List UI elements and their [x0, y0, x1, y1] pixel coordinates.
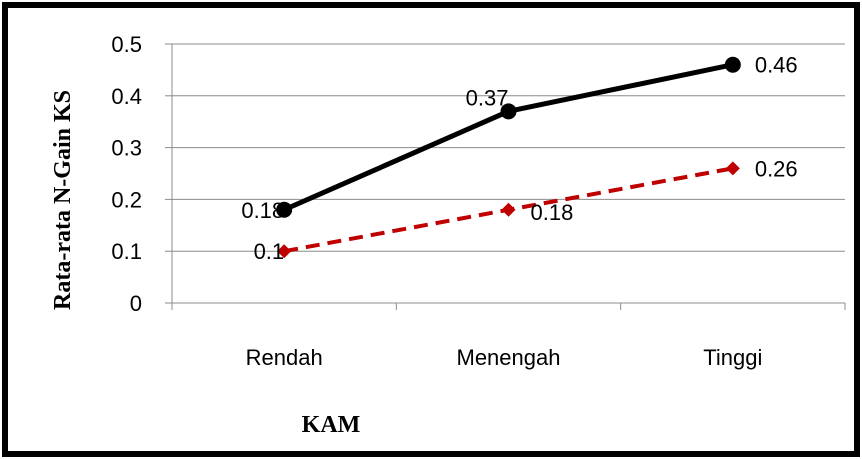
x-axis-title: KAM	[302, 412, 361, 438]
x-tick-label: Tinggi	[703, 345, 762, 370]
data-label: 0.26	[755, 156, 798, 181]
y-axis-title: Rata-rata N-Gain KS	[50, 90, 76, 310]
y-tick-label: 0.4	[111, 84, 142, 109]
data-label: 0.37	[466, 85, 509, 110]
data-label: 0.18	[531, 200, 574, 225]
data-label: 0.1	[254, 239, 285, 264]
data-point-marker	[725, 161, 740, 176]
data-point-marker	[277, 244, 292, 259]
y-tick-label: 0.1	[111, 239, 142, 264]
data-label: 0.18	[241, 198, 284, 223]
data-point-marker	[724, 56, 741, 73]
x-tick-label: Rendah	[246, 345, 323, 370]
y-tick-label: 0.2	[111, 187, 142, 212]
y-tick-label: 0.3	[111, 136, 142, 161]
x-tick-label: Menengah	[457, 345, 561, 370]
data-point-marker	[276, 201, 293, 218]
y-tick-label: 0.5	[111, 32, 142, 57]
data-label: 0.46	[755, 53, 798, 78]
data-point-marker	[500, 103, 517, 120]
y-tick-label: 0	[130, 291, 142, 316]
data-point-marker	[501, 202, 516, 217]
